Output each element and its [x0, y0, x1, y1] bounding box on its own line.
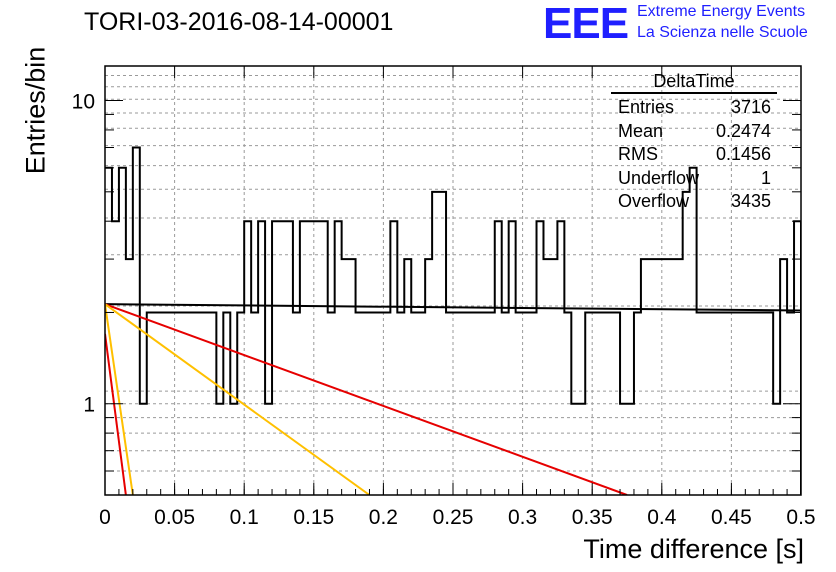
stats-value: 3435 [730, 191, 771, 211]
x-tick-label: 0.2 [369, 506, 398, 529]
stats-row-rms: RMS 0.1456 [611, 143, 777, 167]
y-tick-label: 1 [83, 394, 95, 417]
x-tick-label: 0.05 [154, 506, 195, 529]
fit-curve [105, 303, 371, 495]
stats-value: 0.2474 [715, 120, 771, 141]
stats-box: DeltaTime Entries 3716 Mean 0.2474 RMS 0… [611, 70, 777, 214]
stats-label: RMS [618, 144, 658, 164]
fit-curve [105, 303, 628, 495]
logo-line-1: Extreme Energy Events [637, 3, 806, 20]
x-tick-label: 0.35 [572, 506, 613, 529]
stats-row-underflow: Underflow 1 [611, 167, 777, 191]
x-tick-label: 0.25 [433, 506, 474, 529]
stats-label: Overflow [618, 191, 690, 211]
stats-value: 1 [760, 167, 771, 188]
stats-row-entries: Entries 3716 [611, 96, 777, 120]
stats-value: 3716 [730, 97, 771, 117]
histogram-line [105, 146, 801, 495]
x-axis-label: Time difference [s] [583, 534, 804, 564]
stats-label: Entries [618, 97, 675, 117]
fit-curve [105, 303, 801, 312]
chart-title: TORI-03-2016-08-14-00001 [84, 8, 394, 36]
fit-curve [105, 333, 127, 495]
x-tick-label: 0.45 [711, 506, 752, 529]
y-axis-label: Entries/bin [20, 46, 51, 175]
stats-row-overflow: Overflow 3435 [611, 190, 777, 214]
y-tick-label: 10 [72, 91, 95, 114]
stats-label: Mean [618, 120, 664, 141]
x-tick-label: 0.1 [230, 506, 259, 529]
x-tick-label: 0.15 [293, 506, 334, 529]
logo-line-2: La Scienza nelle Scuole [637, 24, 808, 41]
eee-logo: EEE [543, 0, 629, 48]
stats-label: Underflow [618, 167, 700, 188]
fit-curve [105, 304, 134, 495]
stats-title: DeltaTime [653, 71, 735, 91]
x-tick-label: 0.4 [647, 506, 677, 529]
stats-row-mean: Mean 0.2474 [611, 120, 777, 144]
x-tick-label: 0.5 [786, 506, 815, 529]
x-tick-label: 0 [99, 506, 111, 529]
stats-separator [611, 92, 777, 94]
stats-value: 0.1456 [715, 144, 771, 164]
x-tick-label: 0.3 [508, 506, 537, 529]
